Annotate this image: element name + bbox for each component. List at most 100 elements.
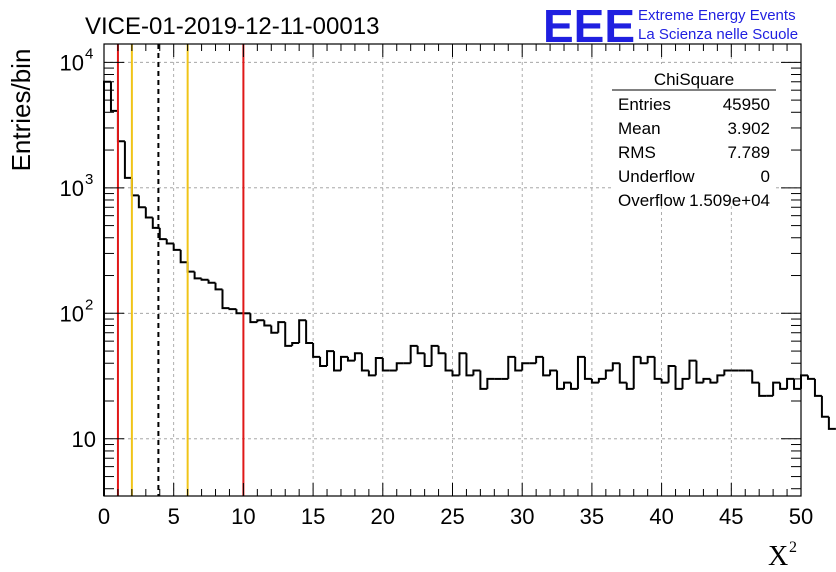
histogram-bin: [353, 352, 362, 361]
histogram-bin: [521, 362, 530, 371]
histogram-bin: [639, 356, 648, 365]
y-axis-label: Entries/bin: [6, 49, 36, 172]
histogram-bin: [716, 374, 725, 383]
histogram-bin: [116, 110, 125, 143]
histogram-bin: [563, 381, 571, 389]
histogram-bin: [702, 377, 711, 383]
x-tick-label: 10: [231, 504, 255, 529]
histogram-bin: [319, 356, 328, 368]
chart-title: VICE-01-2019-12-11-00013: [85, 13, 379, 40]
histogram-bin: [772, 381, 781, 396]
stats-row-value: 1.509e+04: [689, 191, 770, 210]
histogram-bin: [827, 416, 836, 430]
stats-box-title: ChiSquare: [654, 70, 734, 89]
stats-row-label: Entries: [618, 95, 671, 114]
histogram-bin: [249, 313, 258, 324]
histogram-bin: [367, 370, 376, 377]
histogram-bin: [381, 358, 390, 372]
histogram-bin: [179, 249, 188, 264]
histogram-bin: [660, 378, 669, 384]
histogram-bin: [374, 357, 383, 376]
x-tick-label: 5: [168, 504, 180, 529]
histogram-bin: [312, 342, 321, 358]
histogram-bin: [270, 325, 279, 334]
stats-row-value: 7.789: [727, 143, 770, 162]
y-tick-label-base: 10: [72, 427, 96, 452]
histogram-bin: [200, 278, 209, 281]
histogram-bin: [674, 366, 683, 390]
stats-row-label: RMS: [618, 143, 656, 162]
histogram-bin: [277, 321, 286, 333]
histogram-bin: [556, 370, 565, 390]
eee-logo-line2: La Scienza nelle Scuole: [638, 26, 798, 43]
histogram-bin: [800, 374, 808, 389]
histogram-bin: [291, 341, 300, 346]
histogram-bin: [465, 353, 474, 377]
histogram-bin: [333, 351, 341, 372]
histogram-bin: [590, 378, 599, 384]
histogram-bin: [618, 363, 627, 384]
histogram-bin: [263, 320, 272, 327]
y-tick-label-base: 10: [60, 176, 84, 201]
histogram-bin: [793, 378, 801, 390]
histogram-bin: [123, 141, 132, 179]
x-tick-label: 50: [789, 504, 813, 529]
histogram-bin: [130, 177, 139, 197]
histogram-bin: [646, 355, 655, 364]
histogram-bin: [472, 369, 481, 376]
histogram-bin: [444, 353, 453, 372]
histogram-bin: [103, 80, 111, 496]
y-tick-label: 10: [72, 427, 96, 452]
x-axis-label-sup: 2: [789, 539, 797, 556]
histogram-bin: [583, 356, 592, 380]
stats-row-value: 0: [761, 167, 770, 186]
histogram-bin: [751, 370, 760, 384]
x-tick-label: 20: [371, 504, 395, 529]
histogram-bin: [214, 282, 223, 291]
histogram-bin: [758, 382, 767, 397]
stats-row-label: Mean: [618, 119, 661, 138]
y-tick-label: 10 3: [60, 171, 94, 201]
x-axis-label-main: X: [768, 541, 788, 572]
histogram-bin: [667, 365, 676, 383]
x-axis-label: X 2: [768, 539, 797, 572]
histogram-bin: [820, 395, 829, 418]
x-tick-label: 45: [719, 504, 743, 529]
histogram-bin: [423, 353, 432, 368]
stats-box: ChiSquare Entries 45950 Mean 3.902 RMS 7.789 U…: [612, 64, 776, 210]
histogram-bin: [228, 308, 237, 311]
y-tick-label: 10 2: [60, 296, 94, 326]
x-tick-label: 30: [510, 504, 534, 529]
y-tick-label: 10 4: [60, 45, 94, 75]
stats-row-label: Overflow: [618, 191, 686, 210]
histogram-bin: [416, 345, 425, 355]
histogram-bin: [535, 355, 544, 364]
histogram-bin: [437, 345, 446, 355]
stats-row-value: 3.902: [727, 119, 770, 138]
y-tick-label-exponent: 4: [85, 45, 93, 62]
histogram-bin: [709, 378, 718, 384]
histogram-bin: [786, 377, 795, 389]
y-tick-label-exponent: 2: [85, 296, 93, 313]
histogram-bin: [779, 382, 788, 390]
grid: [104, 44, 801, 496]
histogram-bin: [221, 289, 230, 310]
histogram-bin: [144, 207, 153, 219]
histogram-bin: [479, 370, 488, 390]
histogram-bin: [256, 319, 265, 323]
y-tick-label-exponent: 3: [85, 171, 93, 188]
histogram-bin: [695, 360, 704, 384]
histogram-bin: [284, 322, 293, 347]
eee-logo-line1: Extreme Energy Events: [638, 7, 796, 24]
histogram-bin: [542, 356, 551, 377]
histogram-bin: [625, 382, 634, 390]
histogram-bin: [576, 355, 585, 389]
histogram-bin: [632, 355, 641, 389]
eee-logo: EEE Extreme Energy Events La Scienza nel…: [543, 0, 798, 52]
histogram-bin: [346, 356, 355, 362]
plot-frame: [103, 43, 802, 497]
histogram-bin: [409, 344, 418, 364]
histogram-bin: [569, 382, 578, 390]
